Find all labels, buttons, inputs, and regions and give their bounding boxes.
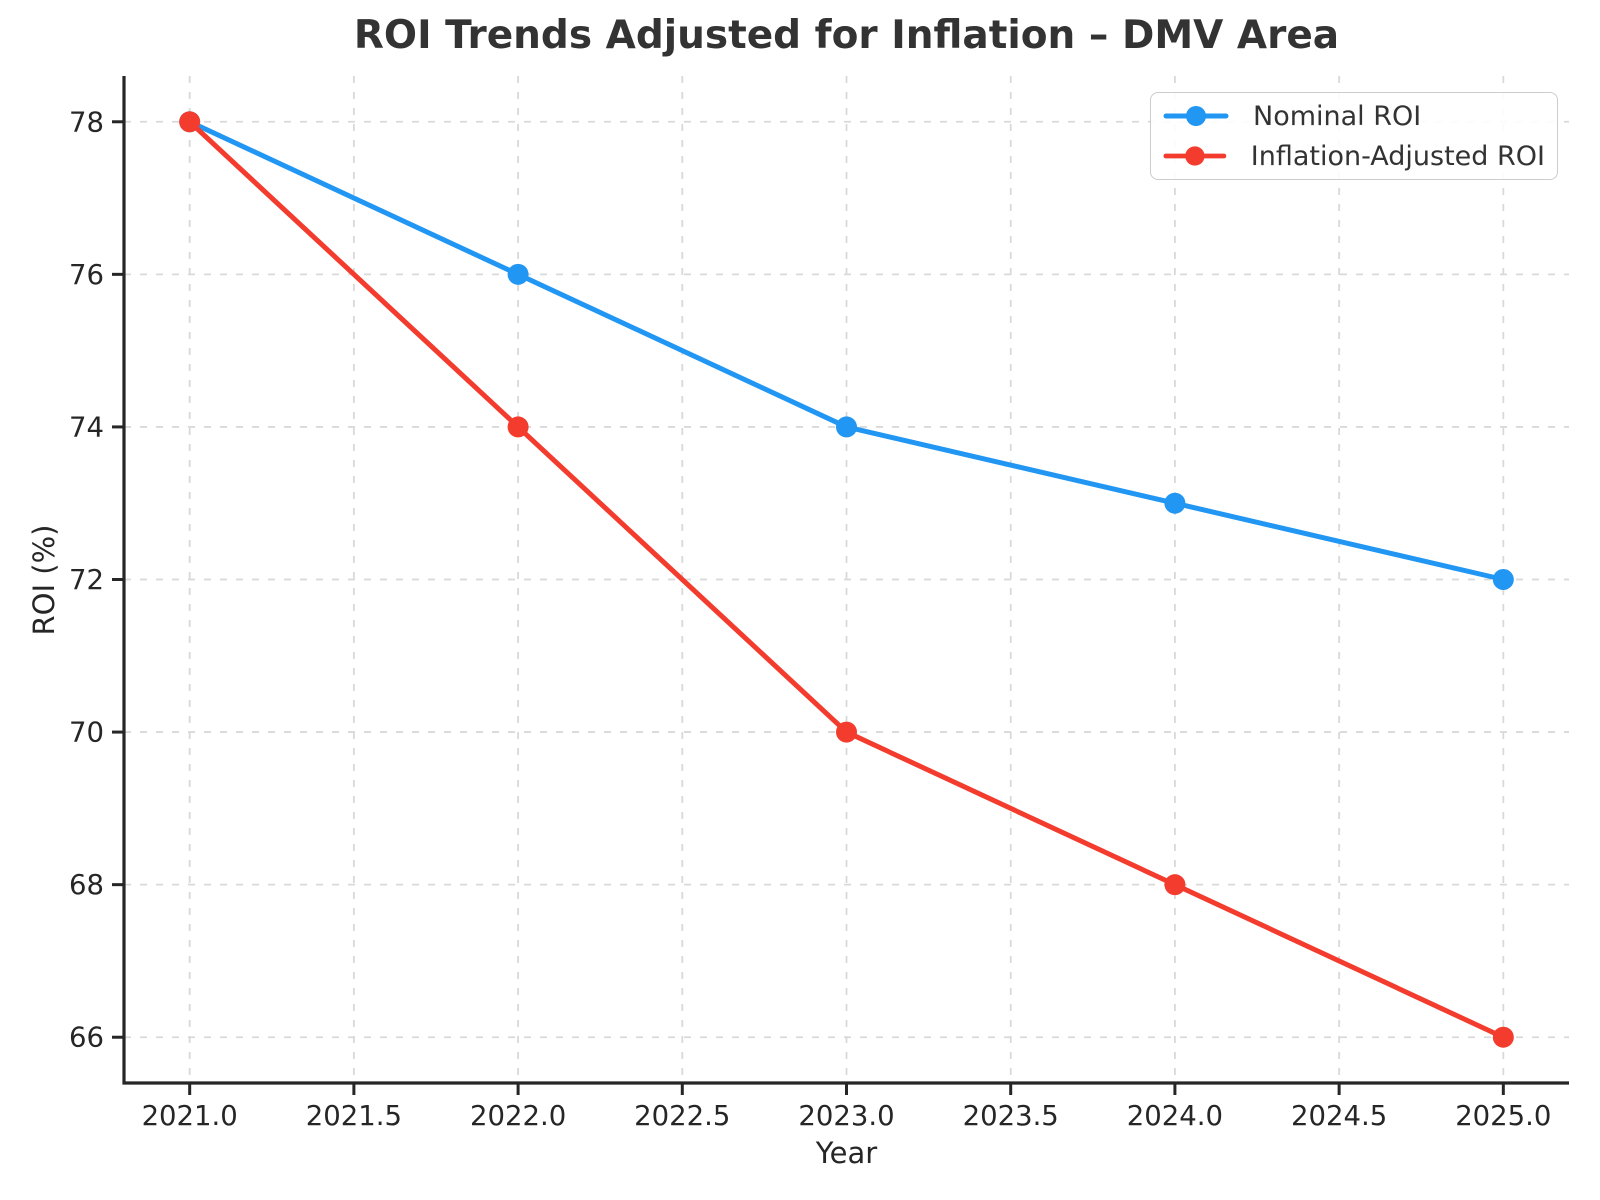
data-point-marker xyxy=(836,721,857,743)
x-tick-label: 2023.5 xyxy=(963,1100,1059,1132)
y-tick-label: 72 xyxy=(69,564,104,596)
legend-line-marker-icon xyxy=(1163,146,1227,166)
x-tick-label: 2024.5 xyxy=(1291,1100,1387,1132)
data-point-marker xyxy=(1164,874,1186,896)
chart-title: ROI Trends Adjusted for Inflation – DMV … xyxy=(353,13,1340,58)
x-tick-label: 2021.0 xyxy=(142,1100,238,1132)
legend: Nominal ROI Inflation-Adjusted ROI xyxy=(1150,92,1558,180)
x-axis-label: Year xyxy=(815,1136,878,1170)
x-tick-label: 2024.0 xyxy=(1127,1100,1223,1132)
y-tick-label: 78 xyxy=(69,106,104,138)
data-point-marker xyxy=(1492,1026,1514,1048)
tick-marks xyxy=(112,120,1505,1095)
gridlines xyxy=(124,76,1569,1083)
data-point-marker xyxy=(507,416,529,438)
x-tick-label: 2025.0 xyxy=(1455,1100,1551,1132)
y-tick-label: 70 xyxy=(69,717,104,749)
tick-labels: 2021.0 2021.5 2022.0 2022.5 2023.0 2023.5 2024… xyxy=(69,106,1551,1132)
legend-label: Nominal ROI xyxy=(1253,100,1422,132)
x-tick-label: 2022.0 xyxy=(470,1100,566,1132)
data-point-marker xyxy=(1164,492,1186,514)
legend-line-marker-icon xyxy=(1163,106,1229,126)
legend-label: Inflation-Adjusted ROI xyxy=(1250,140,1545,172)
x-tick-label: 2022.5 xyxy=(634,1100,730,1132)
data-point-marker xyxy=(1492,569,1514,590)
legend-item-nominal-roi: Nominal ROI xyxy=(1163,96,1545,136)
y-tick-label: 68 xyxy=(69,869,104,901)
y-tick-label: 76 xyxy=(69,259,104,291)
y-axis-label: ROI (%) xyxy=(27,524,61,636)
legend-item-inflation-adjusted-roi: Inflation-Adjusted ROI xyxy=(1163,136,1545,176)
data-point-marker xyxy=(836,416,857,438)
x-tick-label: 2023.0 xyxy=(798,1100,894,1132)
x-tick-label: 2021.5 xyxy=(306,1100,402,1132)
y-tick-label: 66 xyxy=(69,1022,104,1054)
axis-spines xyxy=(122,76,1569,1085)
series-inflation-adjusted-roi xyxy=(179,111,1514,1048)
data-point-marker xyxy=(507,263,529,285)
data-point-marker xyxy=(179,111,201,133)
y-tick-label: 74 xyxy=(69,411,104,443)
